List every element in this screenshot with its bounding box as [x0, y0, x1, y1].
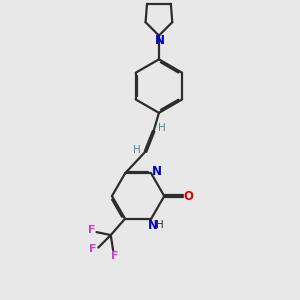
Text: H: H [133, 145, 141, 155]
Text: N: N [154, 34, 164, 47]
Text: F: F [111, 251, 118, 261]
Text: N: N [148, 219, 158, 232]
Text: H: H [156, 220, 164, 230]
Text: F: F [88, 225, 95, 235]
Text: O: O [184, 190, 194, 202]
Text: F: F [88, 244, 96, 254]
Text: H: H [158, 123, 166, 133]
Text: N: N [152, 165, 162, 178]
